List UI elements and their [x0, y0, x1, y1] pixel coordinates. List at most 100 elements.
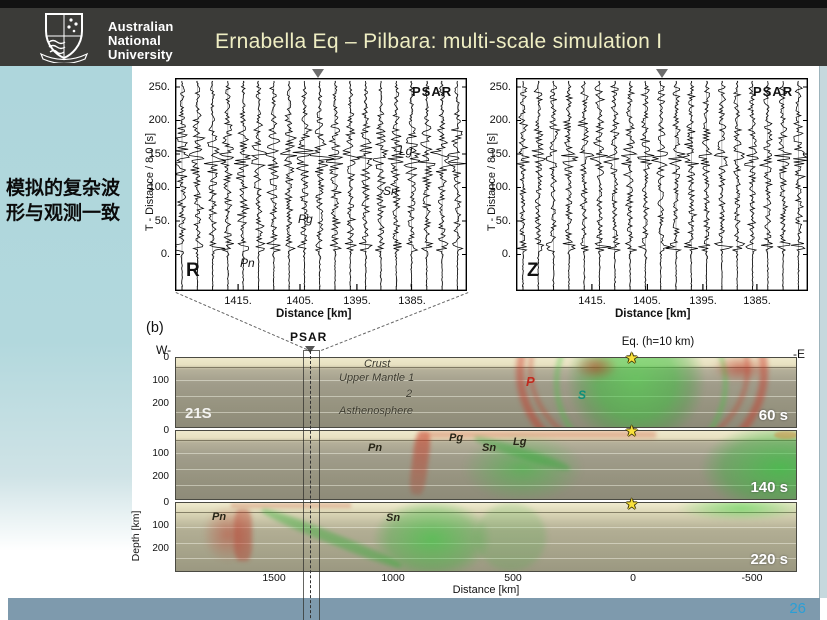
- layer-line: [176, 380, 796, 381]
- r-xtick: 1385.: [398, 295, 426, 307]
- layer-label-crust: Crust: [364, 358, 391, 370]
- r-xtick: 1415.: [224, 295, 252, 307]
- depth-tick: 0: [163, 425, 169, 436]
- z-xtick: 1405.: [633, 295, 661, 307]
- record-section-z: [516, 78, 808, 291]
- b-xtick: 1000: [381, 572, 405, 584]
- psar-column-centerline: [310, 351, 311, 620]
- z-component-label: Z: [527, 260, 539, 281]
- time-label-140s: 140 s: [750, 479, 788, 496]
- r-ytick: 250.: [148, 81, 170, 93]
- moho-line: [176, 440, 796, 441]
- depth-tick: 0: [163, 497, 169, 508]
- layer-label-upper-mantle-1: Upper Mantle 1: [339, 372, 415, 384]
- pn-wavefront: [202, 505, 254, 563]
- r-x-axis-label: Distance [km]: [276, 308, 352, 320]
- caption-line-1: 模拟的复杂波: [6, 178, 121, 199]
- figure-b-label: (b): [146, 320, 164, 336]
- z-ytick: 250.: [489, 81, 511, 93]
- earthquake-star-60s: ★: [625, 350, 639, 367]
- s-diagonal-streak: [259, 505, 404, 571]
- depth-axis-label: Depth [km]: [130, 510, 142, 562]
- caption-line-2: 形与观测一致: [6, 203, 121, 224]
- layer-line: [176, 543, 796, 544]
- page-number: 26: [789, 600, 806, 617]
- slide-title: Ernabella Eq – Pilbara: multi-scale simu…: [215, 30, 663, 53]
- r-component-label: R: [186, 260, 200, 281]
- r-ytick: 0.: [160, 248, 170, 260]
- psar-label-b: PSAR: [290, 330, 328, 344]
- r-station-label: PSAR: [412, 84, 453, 99]
- b-xtick: 0: [630, 572, 636, 584]
- r-ytick: 100.: [148, 181, 170, 193]
- b-xtick: 500: [504, 572, 522, 584]
- org-line-2: National: [108, 33, 161, 48]
- moho-line: [176, 512, 796, 513]
- depth-tick: 100: [152, 375, 169, 386]
- p-surface-patch-left: [574, 358, 618, 380]
- sidebar: 模拟的复杂波 形与观测一致: [0, 66, 132, 566]
- caption-chinese: 模拟的复杂波 形与观测一致: [6, 176, 120, 226]
- layer-line: [176, 485, 796, 486]
- layer-label-asthenosphere: Asthenosphere: [339, 405, 413, 417]
- moho-line: [176, 367, 796, 368]
- phase-label-pg: Pg: [449, 432, 464, 444]
- z-ytick: 0.: [501, 248, 511, 260]
- time-label-60s: 60 s: [758, 407, 788, 424]
- pn-streak: [234, 509, 252, 561]
- r-ytick: 50.: [154, 215, 170, 227]
- z-ytick: 200.: [489, 114, 511, 126]
- time-label-220s: 220 s: [750, 551, 788, 568]
- z-xtick: 1395.: [689, 295, 717, 307]
- p-surface-patch-right: [712, 358, 768, 382]
- p-corner-patch: [774, 431, 796, 439]
- station-marker-triangle-r: [312, 69, 324, 78]
- latitude-label: 21S: [185, 405, 212, 422]
- layer-line: [176, 412, 796, 413]
- layer-line: [176, 527, 796, 528]
- phase-label-p: P: [526, 374, 535, 389]
- s-coda: [476, 503, 546, 571]
- z-station-label: PSAR: [753, 84, 794, 99]
- psar-marker-triangle-b: [305, 346, 315, 353]
- r-xtick: 1395.: [343, 295, 371, 307]
- earthquake-star-220s: ★: [625, 496, 639, 513]
- org-line-3: University: [108, 47, 173, 62]
- depth-tick: 200: [152, 471, 169, 482]
- phase-label-sn: Sn: [386, 512, 401, 524]
- depth-tick: 200: [152, 398, 169, 409]
- r-ytick: 200.: [148, 114, 170, 126]
- depth-tick: 0: [163, 352, 169, 363]
- phase-label-lg: Lg: [399, 144, 413, 158]
- p-surface-band: [231, 503, 351, 508]
- org-line-1: Australian: [108, 19, 174, 34]
- z-ytick: 100.: [489, 181, 511, 193]
- station-marker-triangle-z: [656, 69, 668, 78]
- b-xtick: 1500: [262, 572, 286, 584]
- cross-section-60s: Crust Upper Mantle 1 2 Asthenosphere P S…: [175, 357, 797, 428]
- footer-bar: 26: [8, 598, 820, 620]
- z-xtick: 1385.: [743, 295, 771, 307]
- depth-tick: 100: [152, 520, 169, 531]
- r-xtick: 1405.: [286, 295, 314, 307]
- cross-section-140s: Pn Pg Sn Lg 140 s: [175, 430, 797, 500]
- layer-line: [176, 469, 796, 470]
- phase-label-pn: Pn: [368, 442, 383, 454]
- depth-tick: 200: [152, 543, 169, 554]
- b-xtick: -500: [741, 572, 763, 584]
- z-ytick: 50.: [495, 215, 511, 227]
- earthquake-star-140s: ★: [625, 423, 639, 440]
- depth-tick: 100: [152, 448, 169, 459]
- phase-label-pn: Pn: [212, 511, 227, 523]
- phase-label-sn: Sn: [482, 442, 497, 454]
- z-ytick: 150.: [489, 148, 511, 160]
- earthquake-label: Eq. (h=10 km): [621, 336, 695, 348]
- slide-header: Australian National University Ernabella…: [0, 8, 827, 66]
- z-xtick: 1415.: [578, 295, 606, 307]
- cross-section-220s: Pn Sn 220 s: [175, 502, 797, 572]
- z-x-axis-label: Distance [km]: [615, 308, 691, 320]
- phase-label-sn: Sn: [383, 184, 398, 198]
- layer-label-upper-mantle-2: 2: [406, 388, 413, 400]
- layer-line: [176, 396, 796, 397]
